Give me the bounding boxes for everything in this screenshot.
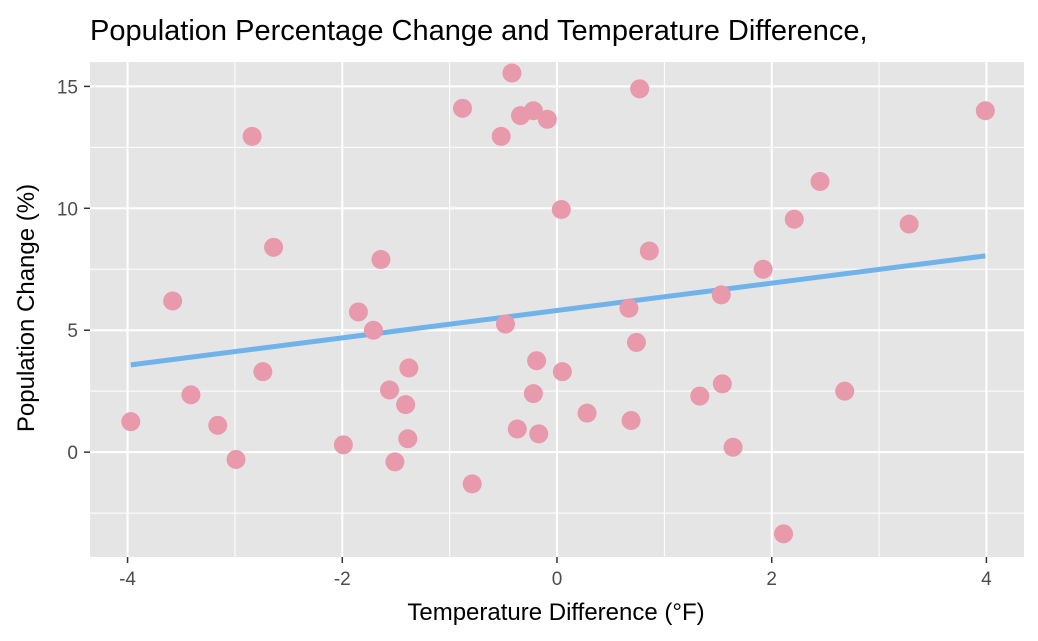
data-point xyxy=(502,63,522,83)
data-point xyxy=(226,449,246,469)
data-point xyxy=(690,386,710,406)
y-axis-title: Population Change (%) xyxy=(13,184,40,432)
data-point xyxy=(399,358,419,378)
data-point xyxy=(784,209,804,229)
data-point xyxy=(507,419,527,439)
data-point xyxy=(380,380,400,400)
data-point xyxy=(242,126,262,146)
x-tick-label: 0 xyxy=(552,569,563,590)
x-tick-label: 4 xyxy=(981,569,992,590)
data-point xyxy=(121,412,141,432)
data-point xyxy=(529,424,549,444)
data-point xyxy=(835,381,855,401)
data-point xyxy=(523,384,543,404)
data-point xyxy=(639,241,659,261)
y-tick-label: 15 xyxy=(57,77,78,98)
data-point xyxy=(363,320,383,340)
x-tick-label: -2 xyxy=(334,569,351,590)
data-point xyxy=(396,395,416,415)
data-point xyxy=(723,437,743,457)
data-point xyxy=(552,362,572,382)
data-point xyxy=(810,171,830,191)
data-point xyxy=(348,302,368,322)
data-point xyxy=(163,291,183,311)
chart-title: Population Percentage Change and Tempera… xyxy=(90,15,868,47)
data-point xyxy=(712,374,732,394)
data-point xyxy=(630,79,650,99)
data-point xyxy=(333,435,353,455)
data-point xyxy=(453,98,473,118)
x-tick-label: -4 xyxy=(119,569,136,590)
data-point xyxy=(523,101,543,121)
x-axis: -4 -2 0 2 4 xyxy=(119,557,992,590)
x-axis-title: Temperature Difference (°F) xyxy=(407,599,704,626)
data-point xyxy=(899,214,919,234)
data-points xyxy=(121,63,995,544)
data-point xyxy=(626,332,646,352)
x-tick-label: 2 xyxy=(766,569,777,590)
data-point xyxy=(619,298,639,318)
y-tick-label: 10 xyxy=(57,199,78,220)
y-tick-label: 0 xyxy=(67,443,78,464)
data-point xyxy=(753,259,773,279)
data-point xyxy=(537,109,557,129)
data-point xyxy=(527,351,547,371)
data-point xyxy=(711,285,731,305)
trend-line xyxy=(130,253,986,368)
data-point xyxy=(385,452,405,472)
data-point xyxy=(491,126,511,146)
data-point xyxy=(371,250,391,270)
data-point xyxy=(181,385,201,405)
y-tick-label: 5 xyxy=(67,321,78,342)
data-point xyxy=(551,200,571,220)
data-point xyxy=(774,524,794,544)
data-point xyxy=(621,410,641,430)
data-point xyxy=(208,415,228,435)
data-point xyxy=(577,403,597,423)
data-point xyxy=(462,474,482,494)
data-point xyxy=(495,314,515,334)
data-point xyxy=(253,362,273,382)
y-axis: 0 5 10 15 xyxy=(57,77,90,464)
data-point xyxy=(975,101,995,121)
data-point xyxy=(398,429,418,449)
data-point xyxy=(264,237,284,257)
